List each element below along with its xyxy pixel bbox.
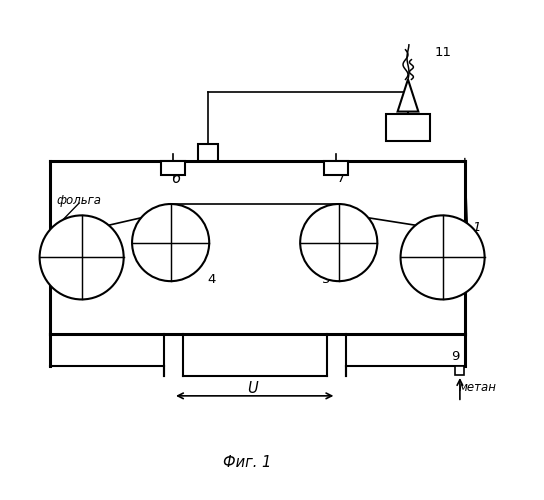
Text: 2: 2 (53, 251, 61, 264)
Text: 7: 7 (337, 172, 345, 185)
Text: 10: 10 (399, 122, 416, 136)
Bar (198, 144, 218, 161)
Text: 5: 5 (322, 273, 330, 286)
Polygon shape (398, 80, 418, 112)
Circle shape (300, 204, 378, 281)
Bar (324, 161, 348, 175)
Text: 9: 9 (451, 350, 459, 363)
Circle shape (132, 204, 209, 281)
Text: 11: 11 (434, 46, 451, 59)
Bar (161, 161, 185, 175)
Bar (455, 366, 465, 375)
Text: 4: 4 (208, 273, 216, 286)
Circle shape (400, 216, 485, 300)
Text: U: U (247, 381, 258, 396)
Text: 3: 3 (461, 251, 469, 264)
Text: 1: 1 (472, 221, 481, 234)
Text: метан: метан (459, 381, 497, 394)
Text: Фиг. 1: Фиг. 1 (223, 455, 271, 470)
Text: 6: 6 (171, 171, 180, 186)
Text: фольга: фольга (57, 194, 102, 207)
Bar (386, 114, 430, 141)
Circle shape (40, 216, 123, 300)
